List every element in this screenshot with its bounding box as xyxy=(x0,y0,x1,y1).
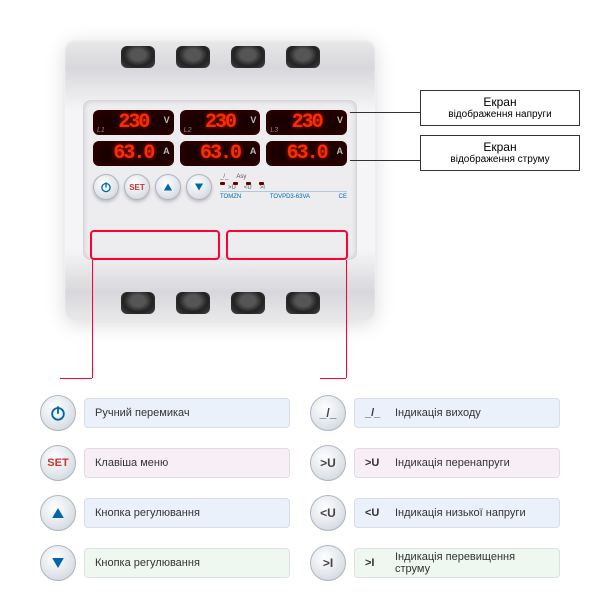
legend-overvoltage: >U >UІндикація перенапруги xyxy=(310,445,560,481)
legend-output-label: _/_Індикація виходу xyxy=(354,398,560,428)
legend-output-icon: _/_ xyxy=(310,395,346,431)
callout-voltage: Екран відображення напруги xyxy=(420,90,580,126)
triangle-up-icon xyxy=(161,180,175,194)
legend-up-label: Кнопка регулювання xyxy=(84,498,290,528)
legend-power-icon xyxy=(40,395,76,431)
legend-overcurrent-icon: >I xyxy=(310,545,346,581)
legend-set-icon: SET xyxy=(40,445,76,481)
legend-overvoltage-icon: >U xyxy=(310,445,346,481)
voltage-display-l1: 230 V L1 xyxy=(93,110,174,135)
voltage-display-l2: 230 V L2 xyxy=(180,110,261,135)
up-button[interactable] xyxy=(155,174,181,200)
legend-overcurrent-label: >IІндикація перевищення струму xyxy=(354,548,560,578)
legend-overvoltage-label: >UІндикація перенапруги xyxy=(354,448,560,478)
button-group: SET xyxy=(93,174,212,200)
brand-label: TOMZN xyxy=(220,194,241,200)
power-icon xyxy=(99,180,113,194)
current-display-l3: 63.0 A xyxy=(266,141,347,166)
legend-overcurrent: >I >IІндикація перевищення струму xyxy=(310,545,560,581)
ce-mark: CE xyxy=(339,194,347,200)
power-button[interactable] xyxy=(93,174,119,200)
legend-down-label: Кнопка регулювання xyxy=(84,548,290,578)
legend-output: _/_ _/_Індикація виходу xyxy=(310,395,560,431)
current-display-l1: 63.0 A xyxy=(93,141,174,166)
highlight-buttons xyxy=(90,230,220,260)
callout-line-current xyxy=(350,160,420,161)
device-body: 230 V L1 230 V L2 230 V L3 63.0 xyxy=(65,40,375,320)
red-line-right-v xyxy=(346,260,347,378)
callout-line-voltage xyxy=(350,112,420,113)
control-row: SET _/_Asy >U <U xyxy=(93,174,347,200)
legend-down: Кнопка регулювання xyxy=(40,545,290,581)
triangle-down-icon xyxy=(192,180,206,194)
legend-undervoltage: <U <UІндикація низької напруги xyxy=(310,495,560,531)
legend-power: Ручний перемикач xyxy=(40,395,290,431)
voltage-row: 230 V L1 230 V L2 230 V L3 xyxy=(93,110,347,135)
red-line-left-h xyxy=(60,378,92,379)
set-button[interactable]: SET xyxy=(124,174,150,200)
current-display-l2: 63.0 A xyxy=(180,141,261,166)
legend-undervoltage-icon: <U xyxy=(310,495,346,531)
red-line-right-h xyxy=(320,378,346,379)
terminals-top xyxy=(110,46,330,68)
down-button[interactable] xyxy=(186,174,212,200)
callout-current: Екран відображення струму xyxy=(420,135,580,171)
legend-up-icon xyxy=(40,495,76,531)
highlight-indicators xyxy=(226,230,348,260)
legend-set-label: Клавіша меню xyxy=(84,448,290,478)
red-line-left-v xyxy=(92,260,93,378)
legend-down-icon xyxy=(40,545,76,581)
voltage-display-l3: 230 V L3 xyxy=(266,110,347,135)
terminals-bottom xyxy=(110,292,330,314)
legend-power-label: Ручний перемикач xyxy=(84,398,290,428)
legend-set: SET Клавіша меню xyxy=(40,445,290,481)
legend-up: Кнопка регулювання xyxy=(40,495,290,531)
device: 230 V L1 230 V L2 230 V L3 63.0 xyxy=(65,40,375,320)
legend-undervoltage-label: <UІндикація низької напруги xyxy=(354,498,560,528)
current-row: 63.0 A 63.0 A 63.0 A xyxy=(93,141,347,166)
indicator-block: _/_Asy >U <U >I TOMZN TOVPD3-63VA CE xyxy=(220,174,347,200)
model-label: TOVPD3-63VA xyxy=(270,194,310,200)
